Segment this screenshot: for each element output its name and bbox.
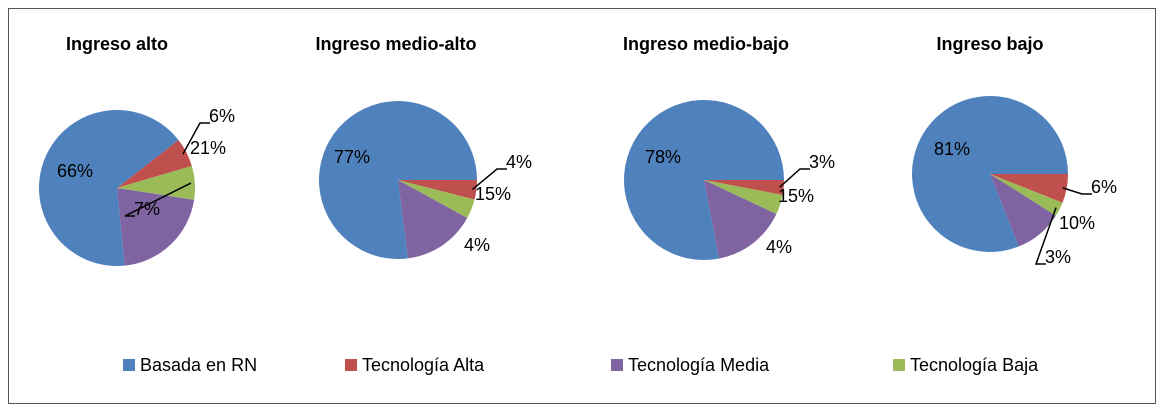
leader-line bbox=[124, 182, 192, 217]
leader-line bbox=[1034, 207, 1057, 265]
chart-title: Ingreso medio-alto bbox=[315, 34, 476, 54]
data-label: 4% bbox=[766, 237, 792, 257]
legend-swatch bbox=[345, 359, 357, 371]
data-label: 3% bbox=[809, 152, 835, 172]
pie-slice bbox=[704, 180, 784, 195]
legend-label: Tecnología Media bbox=[628, 355, 770, 375]
data-label: 6% bbox=[209, 106, 235, 126]
pie-slice bbox=[990, 174, 1063, 216]
pie-slice bbox=[319, 101, 477, 260]
pie-slice bbox=[704, 180, 783, 215]
legend-label: Tecnología Alta bbox=[362, 355, 485, 375]
data-label: 6% bbox=[1091, 177, 1117, 197]
data-label: 78% bbox=[645, 147, 681, 167]
pie-slice bbox=[117, 188, 195, 266]
data-label: 21% bbox=[190, 138, 226, 158]
data-label: 7% bbox=[134, 199, 160, 219]
leader-line bbox=[182, 122, 210, 155]
legend-swatch bbox=[123, 359, 135, 371]
chart-title: Ingreso bajo bbox=[936, 34, 1043, 54]
pie-slice bbox=[117, 139, 192, 188]
legend-swatch bbox=[611, 359, 623, 371]
pie-slice bbox=[39, 110, 179, 267]
data-label: 10% bbox=[1059, 213, 1095, 233]
pie-slice bbox=[704, 180, 777, 259]
legend-swatch bbox=[893, 359, 905, 371]
pie-slice bbox=[398, 180, 475, 219]
data-label: 81% bbox=[934, 139, 970, 159]
pie-slice bbox=[398, 180, 468, 259]
data-label: 4% bbox=[464, 235, 490, 255]
data-label: 15% bbox=[778, 186, 814, 206]
pie-slice bbox=[624, 100, 784, 260]
data-label: 77% bbox=[334, 147, 370, 167]
data-label: 3% bbox=[1045, 247, 1071, 267]
chart-title: Ingreso alto bbox=[66, 34, 168, 54]
leader-line bbox=[1062, 187, 1092, 195]
data-label: 15% bbox=[475, 184, 511, 204]
data-label: 4% bbox=[506, 152, 532, 172]
pie-slice bbox=[912, 96, 1068, 253]
leader-line bbox=[471, 168, 507, 190]
pie-slice bbox=[990, 174, 1068, 203]
legend-label: Tecnología Baja bbox=[910, 355, 1039, 375]
data-label: 66% bbox=[57, 161, 93, 181]
pie-slice bbox=[398, 180, 477, 200]
chart-title: Ingreso medio-bajo bbox=[623, 34, 789, 54]
legend-label: Basada en RN bbox=[140, 355, 257, 375]
pie-slice bbox=[990, 174, 1056, 247]
leader-line bbox=[779, 168, 810, 188]
